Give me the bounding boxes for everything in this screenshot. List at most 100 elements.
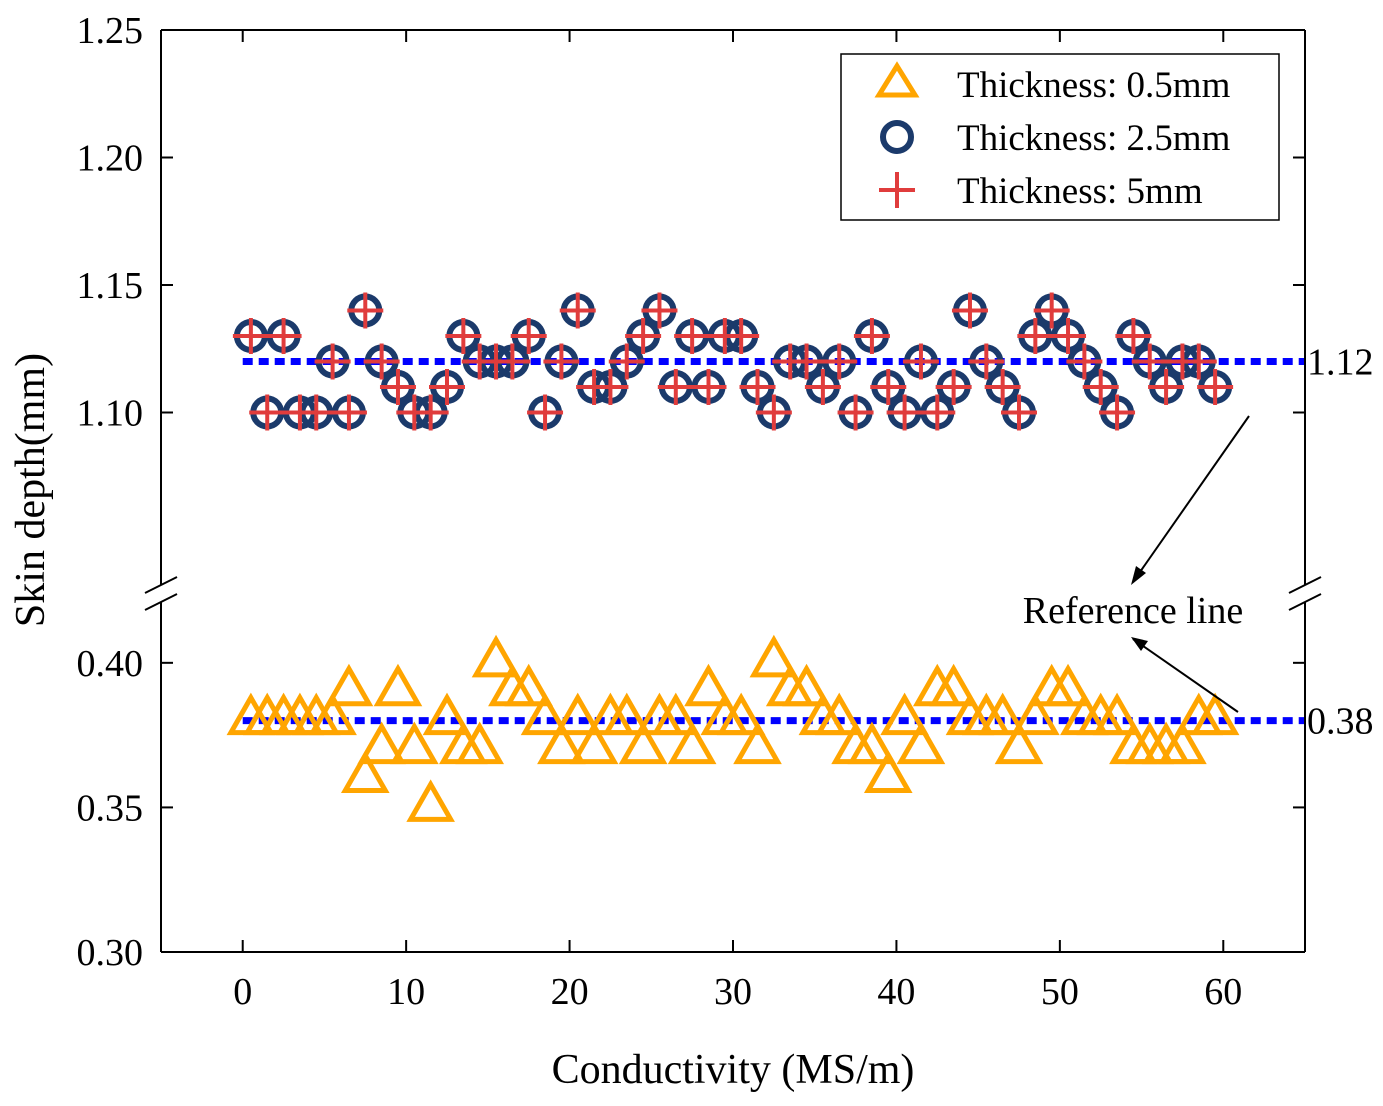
y-tick-label: 0.30 [77,932,144,974]
series-0-point [716,692,766,736]
axis-break-mark-1a [1288,576,1322,594]
series-2-point [249,394,286,431]
series-2-point [804,369,841,405]
series-2-point [298,394,335,431]
series-2-point [543,343,580,380]
legend-circle-icon [880,120,914,154]
series-0-point [340,750,390,793]
series-2-point [788,343,825,380]
series-2-point [951,292,988,329]
annotation-arrow-lower [1132,638,1239,713]
series-0-point [618,721,668,765]
series-0-point [929,663,978,707]
series-2-point [1082,369,1119,405]
legend-item-1: Thickness: 2.5mm [880,118,1231,159]
series-2-point [1050,318,1087,354]
annotation-text: Reference line [1023,590,1243,632]
series-0-point [537,721,586,765]
series-2-point [445,318,482,354]
series-0-point [847,721,897,765]
series-0-point [863,750,913,793]
series-0-point [406,779,455,822]
series-2-point [412,394,449,431]
series-2-point [1099,394,1136,431]
series-0-point [994,721,1044,765]
series-0-point [978,692,1027,736]
axis-break-mark-0b [144,593,178,611]
series-0-point [308,692,357,736]
axis-ticks: 0 10 20 30 40 50 60 0.30 0.35 0.40 1.10 1.15 1.20 1.2… [77,10,1305,1013]
x-tick-label: 0 [233,971,252,1013]
series-0-point [455,721,504,765]
series-2-point [1180,343,1217,380]
series-2-point [330,394,367,431]
y-tick-label: 0.40 [77,643,144,685]
x-tick-label: 10 [387,971,425,1013]
x-tick-label: 30 [714,971,752,1013]
series-0-point [520,692,570,736]
series-2-point [902,343,939,380]
series-2-point [1001,394,1037,431]
reference-line-labels: 1.12 0.38 [1307,342,1374,743]
series-2-point [886,394,923,431]
reference-line-value: 1.12 [1307,342,1374,384]
series-2-point [739,369,776,405]
legend-item-2: Thickness: 5mm [879,171,1203,212]
series-2-point [232,318,269,354]
series-2-point [1148,369,1185,405]
series-0-point [651,692,701,736]
series-0-point [602,692,652,736]
series-2-point [641,292,678,329]
series-2-point [919,394,956,431]
series-2-point [265,318,302,354]
series-2-point [755,394,792,431]
reference-line-annotation: Reference line [1023,415,1250,713]
series-0-point [553,692,603,736]
series-0-point [1190,692,1240,736]
legend-label-1: Thickness: 2.5mm [957,118,1231,159]
series-2-point [1066,343,1103,380]
series-2-point [1115,318,1152,354]
series-2-point [592,369,629,405]
series-0-point [569,721,619,765]
reference-line-value: 0.38 [1307,701,1374,743]
series-2-point [379,369,416,405]
y-tick-label: 1.10 [77,393,144,435]
legend-triangle-icon [874,61,920,98]
series-0-point [814,692,864,736]
series-0-point [471,634,521,678]
series-0-point [324,663,374,707]
series-0-point [373,663,423,707]
series-2-point [1017,318,1054,354]
axis-break-mark-1b [1288,593,1322,611]
series-0-point [684,663,733,707]
y-tick-label: 0.35 [77,787,144,829]
series-0-point [896,721,946,765]
series-0-point [1043,663,1093,707]
series-0-point [667,721,717,765]
series-0-point [880,692,929,736]
y-axis-label: Skin depth(mm) [8,353,54,627]
series-2-point [690,369,727,405]
legend-label-0: Thickness: 0.5mm [957,65,1231,106]
series-2-point [363,343,400,380]
series-0-point [1011,692,1060,736]
series-2-point [853,318,890,354]
series-0-point [733,721,782,765]
series-2-point [625,318,662,354]
y-tick-label: 1.20 [77,138,144,180]
series-2-point [429,369,465,405]
series-0-point [504,663,554,707]
data-markers [226,292,1240,822]
series-2-point [821,343,858,380]
x-tick-label: 50 [1041,971,1079,1013]
series-0-point [390,721,439,765]
series-0-point [1092,692,1142,736]
legend-label-2: Thickness: 5mm [957,171,1203,212]
x-tick-label: 40 [877,971,915,1013]
series-2-point [347,292,384,329]
series-2-point [984,369,1021,405]
series-0-point [422,692,472,736]
annotation-arrowhead-lower [1131,637,1148,651]
